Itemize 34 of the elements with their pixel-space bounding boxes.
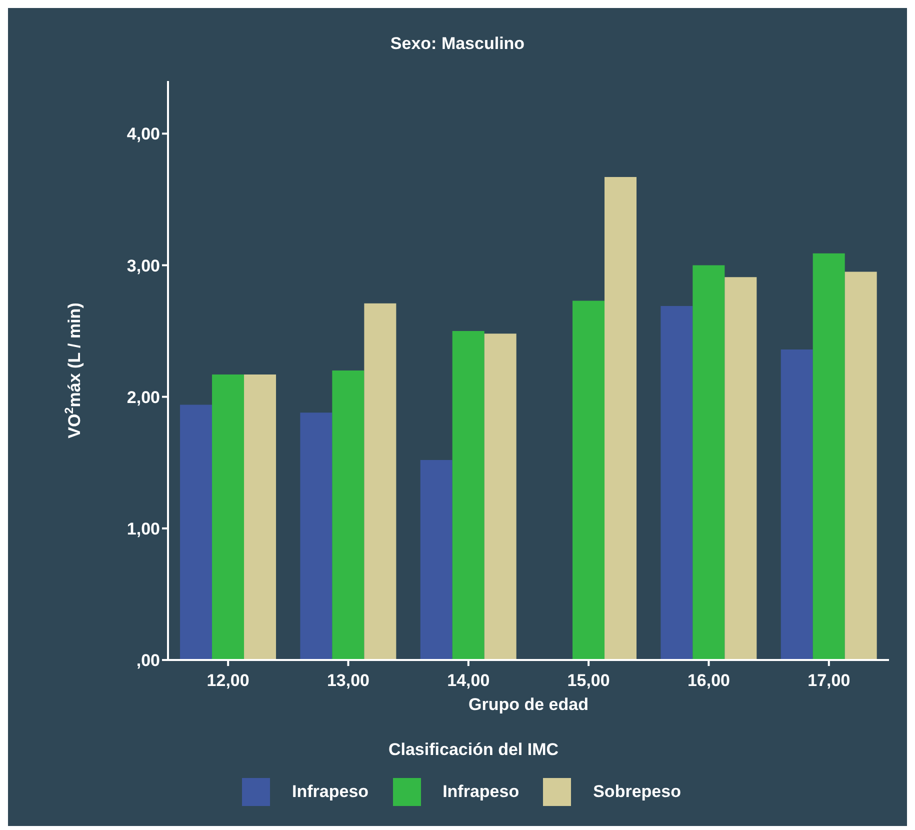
bar <box>180 404 212 660</box>
bar <box>604 177 637 660</box>
bar <box>660 306 693 660</box>
bar <box>572 300 605 660</box>
legend-label: Infrapeso <box>292 782 369 802</box>
x-tick-label: 16,00 <box>687 671 730 690</box>
chart-title: Sexo: Masculino <box>389 34 526 54</box>
bar <box>724 277 757 660</box>
x-tick-label: 15,00 <box>567 671 610 690</box>
y-tick-label: ,00 <box>136 651 160 670</box>
x-tick-label: 13,00 <box>326 671 370 690</box>
x-tick-label: 12,00 <box>206 671 250 690</box>
bar <box>484 334 516 660</box>
bar <box>452 331 484 660</box>
legend-title: Clasificación del IMC <box>387 740 560 760</box>
bar <box>812 253 845 660</box>
y-tick-label: 2,00 <box>126 388 160 407</box>
x-tick-label: 14,00 <box>447 671 490 690</box>
legend-label: Sobrepeso <box>593 782 681 802</box>
bar <box>780 349 813 660</box>
y-tick-label: 4,00 <box>126 124 160 144</box>
legend-label: Infrapeso <box>442 782 520 802</box>
bar <box>212 374 244 660</box>
y-tick-label: 3,00 <box>126 256 160 276</box>
bar <box>244 374 276 660</box>
bar <box>364 303 396 660</box>
bar <box>420 460 452 660</box>
bar <box>844 272 877 660</box>
x-tick-label: 17,00 <box>808 671 850 690</box>
bar <box>332 370 364 660</box>
x-axis-title: Grupo de edad <box>468 695 588 714</box>
bar <box>300 412 332 660</box>
y-tick-label: 1,00 <box>126 519 160 538</box>
bar <box>692 265 725 660</box>
